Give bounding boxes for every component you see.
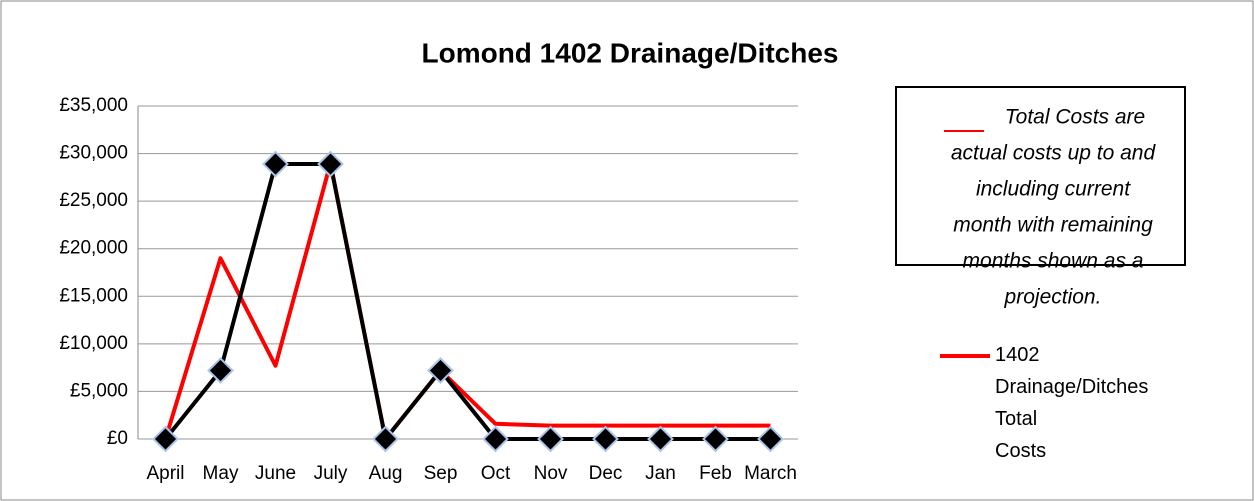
y-tick-label: £0 — [107, 428, 128, 449]
y-tick-label: £35,000 — [59, 95, 128, 116]
chart-title: Lomond 1402 Drainage/Ditches — [421, 37, 838, 68]
x-tick-label: Feb — [699, 463, 732, 484]
x-tick-label: Dec — [589, 463, 623, 484]
marker — [152, 425, 179, 453]
x-tick-label: June — [255, 463, 296, 484]
annotation-text: including current — [976, 178, 1131, 201]
x-tick-label: April — [146, 463, 184, 484]
marker — [647, 425, 674, 453]
legend-label: 1402 Drainage/Ditches Total Costs — [995, 344, 1154, 462]
x-tick-label: Aug — [369, 463, 403, 484]
y-tick-label: £10,000 — [59, 333, 128, 354]
annotation-text: month with remaining — [953, 214, 1153, 237]
marker — [592, 425, 619, 453]
y-tick-label: £30,000 — [59, 143, 128, 164]
x-tick-label: Oct — [481, 463, 511, 484]
x-tick-label: July — [314, 463, 348, 484]
marker — [702, 425, 729, 453]
marker — [482, 425, 509, 453]
marker — [262, 150, 289, 178]
marker — [372, 425, 399, 453]
x-tick-label: Jan — [645, 463, 676, 484]
x-tick-label: March — [744, 463, 797, 484]
marker — [757, 425, 784, 453]
annotation-text: projection. — [1004, 286, 1102, 309]
marker — [207, 357, 234, 384]
series-line — [163, 161, 771, 441]
x-tick-label: May — [203, 463, 239, 484]
annotation-text: Total Costs are — [1005, 106, 1145, 129]
annotation-box — [895, 86, 1186, 266]
marker — [427, 357, 454, 384]
annotation-text: actual costs up to and — [951, 142, 1157, 165]
x-tick-label: Sep — [424, 463, 458, 484]
annotation-text: months shown as a — [963, 250, 1144, 273]
marker — [317, 150, 344, 178]
marker — [537, 425, 564, 453]
y-tick-label: £20,000 — [59, 238, 128, 259]
x-tick-label: Nov — [534, 463, 568, 484]
y-tick-label: £25,000 — [59, 190, 128, 211]
y-tick-label: £5,000 — [70, 380, 128, 401]
y-tick-label: £15,000 — [59, 285, 128, 306]
